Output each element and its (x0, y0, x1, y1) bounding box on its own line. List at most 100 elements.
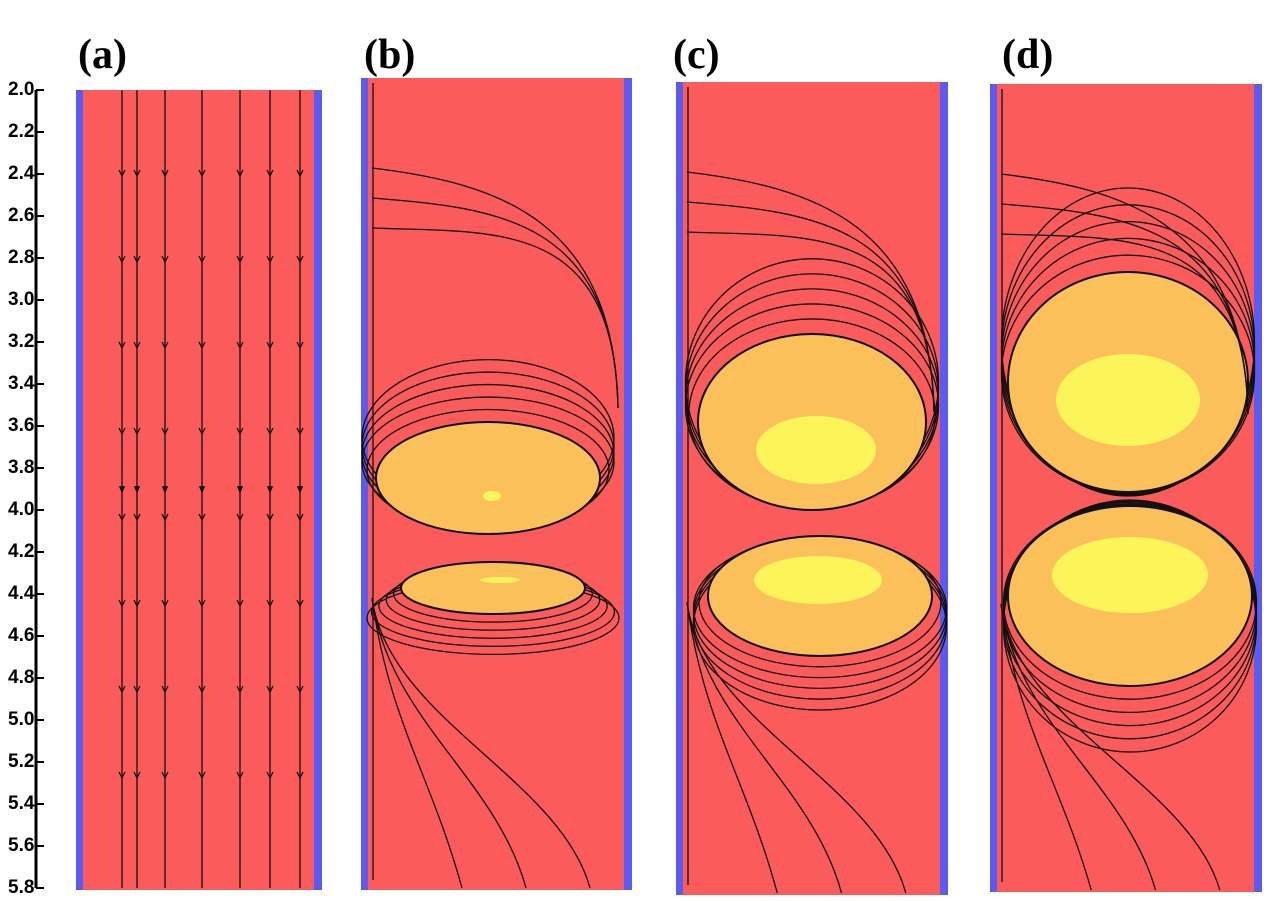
arrow (236, 427, 244, 436)
vortex-center (1056, 354, 1200, 446)
arrow (236, 685, 244, 694)
panel-label: (c) (673, 32, 720, 78)
y-tick-label: 3.4 (8, 373, 35, 394)
y-tick-label: 3.6 (8, 415, 34, 436)
y-tick-label: 5.0 (8, 709, 34, 730)
streamline (371, 597, 527, 889)
wall-right (940, 82, 948, 895)
arrow (118, 169, 126, 178)
arrow (266, 255, 274, 264)
arrow (236, 341, 244, 350)
arrow (133, 685, 141, 694)
panel: (b) (361, 32, 632, 890)
vortex-center (754, 556, 882, 604)
arrow (133, 427, 141, 436)
arrow (266, 341, 274, 350)
arrow (118, 513, 126, 522)
wall-right (624, 78, 632, 890)
arrow (296, 169, 304, 178)
panel: (a) (76, 32, 322, 890)
y-tick-label: 4.6 (8, 625, 34, 646)
streamline (1000, 603, 1221, 891)
wall-left (990, 84, 997, 892)
vortex-center (480, 577, 520, 583)
arrow (198, 341, 206, 350)
arrow (133, 169, 141, 178)
streamline (1002, 504, 1258, 700)
arrow (266, 599, 274, 608)
arrow (236, 169, 244, 178)
panel-label: (b) (364, 32, 415, 78)
y-tick-label: 2.0 (8, 79, 34, 100)
vortex-core (375, 421, 601, 535)
arrow (296, 599, 304, 608)
y-tick-label: 2.6 (8, 205, 34, 226)
streamline (371, 227, 619, 409)
arrow (161, 685, 169, 694)
arrow (161, 255, 169, 264)
wall-left (676, 82, 683, 895)
arrow (133, 771, 141, 780)
y-tick-label: 2.4 (8, 163, 35, 184)
streamline (1000, 603, 1092, 891)
streamline (686, 231, 935, 413)
y-tick-label: 4.8 (8, 667, 34, 688)
arrow (161, 513, 169, 522)
y-tick-label: 5.6 (8, 835, 34, 856)
arrow (161, 599, 169, 608)
y-axis: 2.0 2.2 2.4 2.6 2.8 3.0 3.2 3.4 3.6 3.8 4.0 4.2 4.4 4… (8, 79, 44, 898)
panel: (d) (990, 32, 1262, 892)
arrow (266, 771, 274, 780)
panel-label: (d) (1002, 32, 1053, 78)
wall-left (361, 78, 368, 890)
arrow (236, 599, 244, 608)
panel-label: (a) (78, 32, 127, 78)
arrow (296, 255, 304, 264)
vortex-center (1052, 537, 1208, 613)
y-tick-label: 2.8 (8, 247, 34, 268)
arrow (296, 341, 304, 350)
arrow (161, 771, 169, 780)
arrow (296, 513, 304, 522)
streamline (686, 601, 843, 894)
arrow (118, 427, 126, 436)
y-tick-label: 4.0 (8, 499, 34, 520)
panel-background (76, 90, 322, 890)
arrow (161, 341, 169, 350)
arrow (198, 599, 206, 608)
y-tick-label: 4.2 (8, 541, 34, 562)
arrow (198, 771, 206, 780)
arrow (198, 255, 206, 264)
arrow (236, 771, 244, 780)
arrow (296, 685, 304, 694)
y-tick-label: 2.2 (8, 121, 34, 142)
wall-right (314, 90, 322, 890)
arrow (133, 341, 141, 350)
arrow (296, 771, 304, 780)
streamline (371, 597, 591, 889)
y-tick-label: 5.2 (8, 751, 34, 772)
vortex-center (483, 491, 501, 501)
y-tick-label: 5.4 (8, 793, 35, 814)
arrow (296, 427, 304, 436)
y-tick-label: 4.4 (8, 583, 35, 604)
arrow (266, 169, 274, 178)
arrow (118, 685, 126, 694)
y-tick-label: 3.8 (8, 457, 34, 478)
arrow (236, 513, 244, 522)
y-tick-label: 3.2 (8, 331, 34, 352)
arrow (133, 513, 141, 522)
wall-left (76, 90, 83, 890)
arrow (266, 513, 274, 522)
streamline (686, 601, 907, 894)
arrow (133, 255, 141, 264)
arrow (161, 427, 169, 436)
arrow (161, 169, 169, 178)
wall-right (1254, 84, 1262, 892)
streamline (686, 601, 778, 894)
arrow (266, 685, 274, 694)
panel: (c) (673, 32, 948, 895)
arrow (198, 685, 206, 694)
arrow (133, 599, 141, 608)
